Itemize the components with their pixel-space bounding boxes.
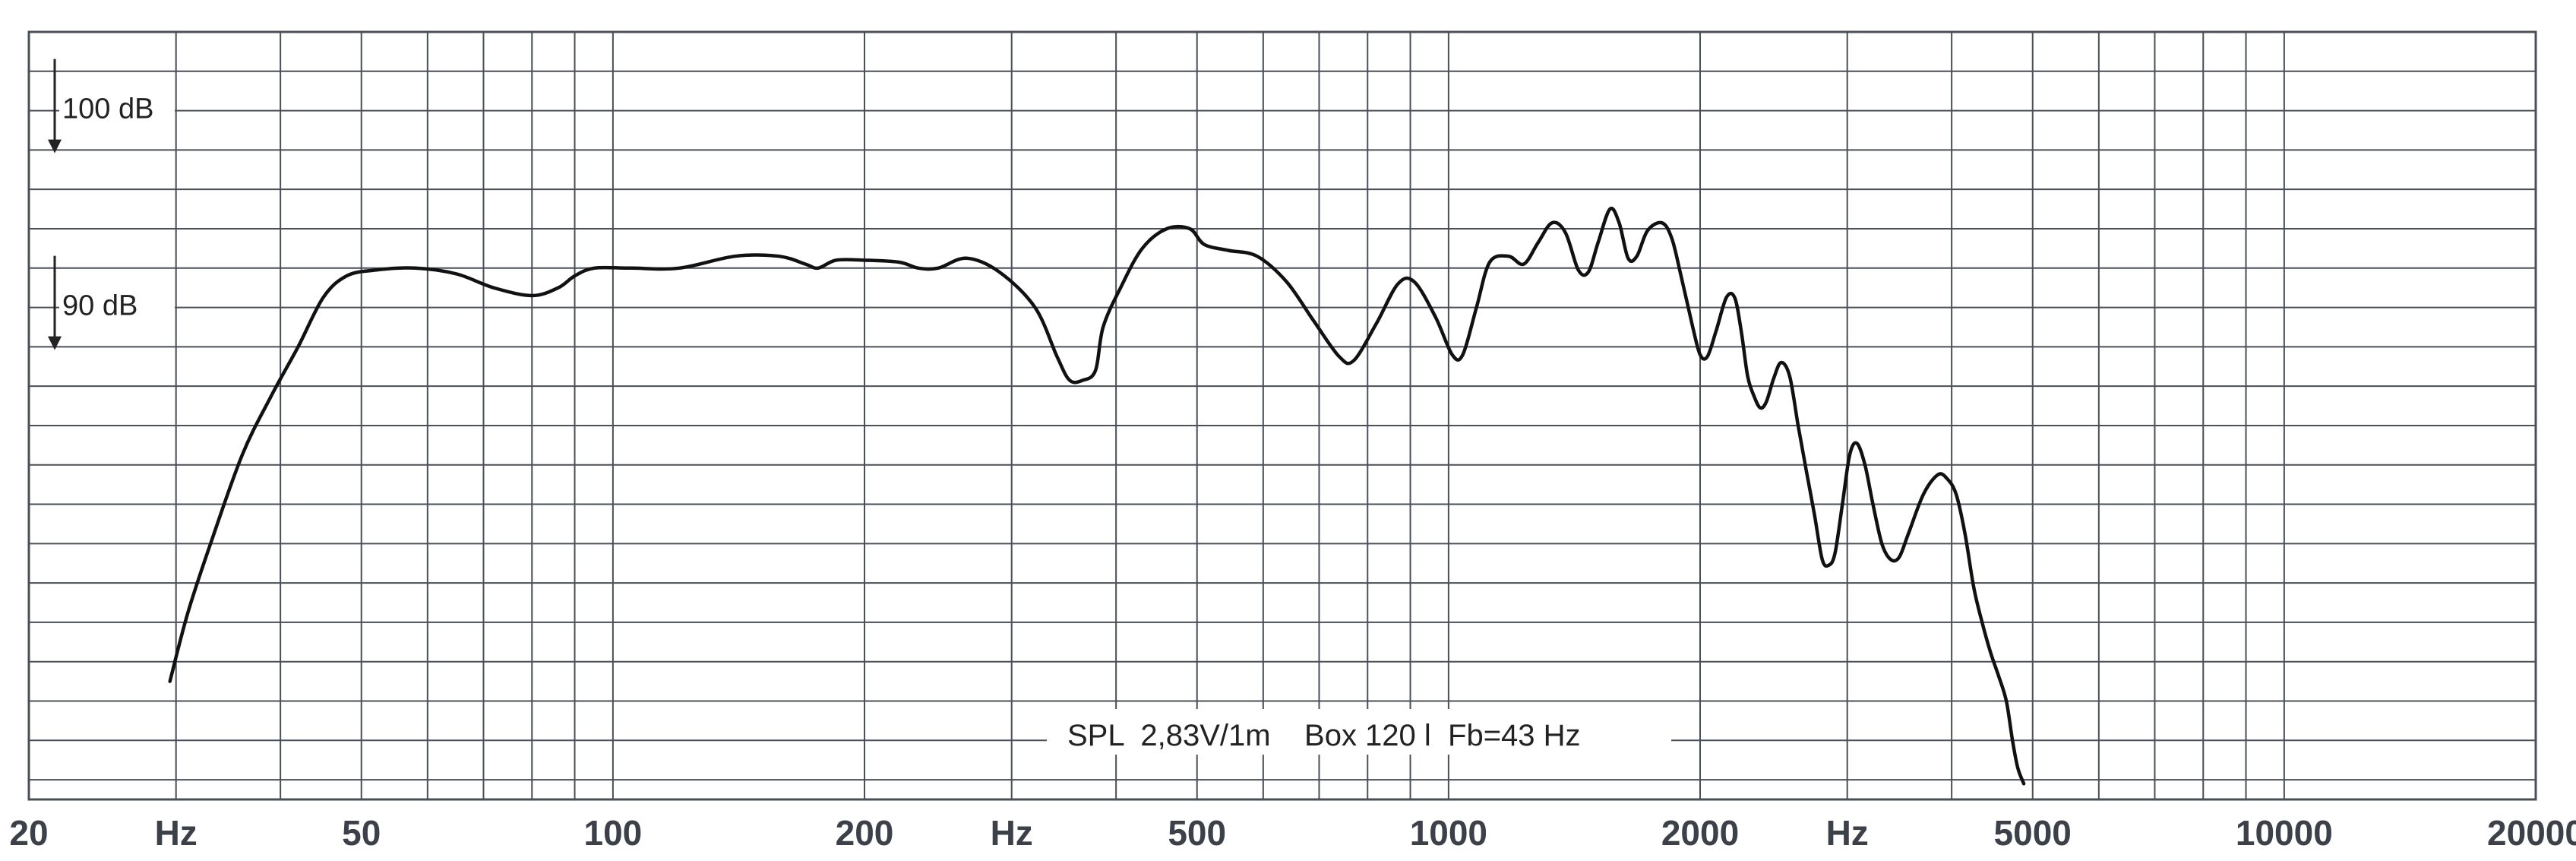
plot-background (29, 32, 2536, 799)
x-tick-label: Hz (155, 813, 198, 853)
arrow-down-icon (48, 336, 62, 350)
arrow-down-icon (48, 139, 62, 154)
level-label: 100 dB (62, 93, 153, 125)
x-tick-label: Hz (991, 813, 1033, 853)
horizontal-gridlines (29, 70, 2536, 781)
annotation-box: SPL 2,83V/1m Box 120 l Fb=43 Hz (1047, 709, 1671, 755)
spl-curve (168, 206, 2026, 786)
vertical-gridlines (175, 32, 2285, 799)
level-label-bg (59, 289, 175, 324)
x-tick-label: 2000 (1661, 813, 1739, 853)
annotation-bg (1047, 709, 1671, 755)
x-tick-label: 1000 (1410, 813, 1487, 853)
x-tick-label: 50 (342, 813, 381, 853)
x-tick-label: 20000 (2487, 813, 2576, 853)
x-tick-label: 5000 (1994, 813, 2072, 853)
level-markers: 100 dB 90 dB (48, 59, 175, 350)
x-tick-label: Hz (1826, 813, 1869, 853)
plot-border (27, 30, 2537, 801)
x-tick-label: 200 (836, 813, 894, 853)
level-label: 90 dB (62, 290, 137, 322)
x-tick-label: 20 (9, 813, 48, 853)
level-label-bg (59, 92, 175, 128)
annotation-text: SPL 2,83V/1m Box 120 l Fb=43 Hz (1067, 719, 1581, 752)
x-tick-labels: 20 Hz 50 100 200 Hz 500 1000 2000 Hz 5000 10000 2000… (9, 813, 2576, 853)
x-tick-label: 500 (1168, 813, 1226, 853)
x-tick-label: 10000 (2236, 813, 2333, 853)
x-tick-label: 100 (583, 813, 642, 853)
